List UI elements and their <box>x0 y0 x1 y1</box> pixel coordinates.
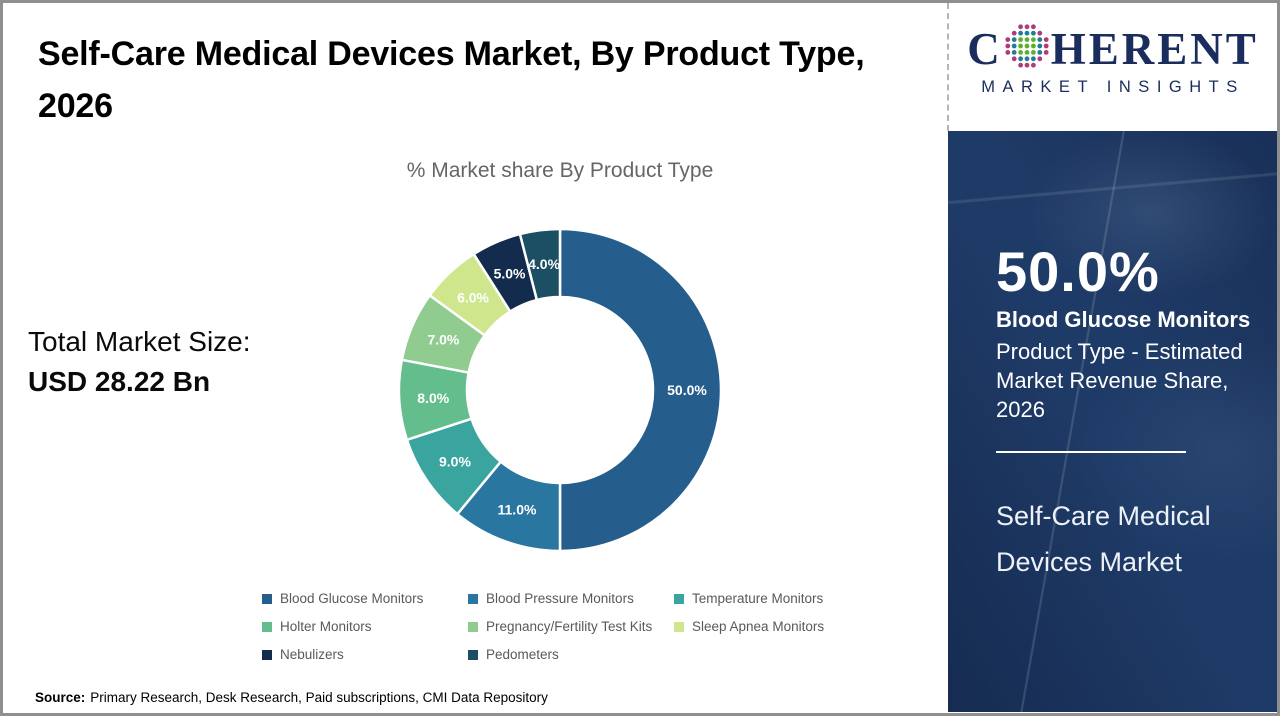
page-title: Self-Care Medical Devices Market, By Pro… <box>38 35 865 125</box>
legend-swatch <box>262 621 272 632</box>
legend-label: Sleep Apnea Monitors <box>692 619 825 634</box>
segment-label: 11.0% <box>498 501 537 517</box>
header-divider-dashed <box>947 3 949 131</box>
logo-letters-rest: HERENT <box>1050 24 1259 74</box>
chart-title: % Market share By Product Type <box>406 159 714 182</box>
donut-segment <box>518 227 562 302</box>
legend-item: Nebulizers <box>262 647 468 662</box>
legend-swatch <box>262 649 272 660</box>
total-market-block: Total Market Size: USD 28.22 Bn <box>28 322 251 402</box>
legend-swatch <box>468 593 478 604</box>
segment-label: 8.0% <box>417 390 449 406</box>
legend-item: Temperature Monitors <box>674 591 880 606</box>
source-label: Source: <box>35 690 86 705</box>
legend-swatch <box>468 621 478 632</box>
logo-letter-c: C <box>967 24 1003 74</box>
legend-item: Blood Pressure Monitors <box>468 591 674 606</box>
logo-globe-icon <box>1005 24 1049 68</box>
legend-label: Temperature Monitors <box>692 591 824 606</box>
brand-wordmark: C HERENT <box>952 20 1274 78</box>
donut-segment <box>558 227 723 553</box>
side-panel: 50.0% Blood Glucose Monitors Product Typ… <box>948 131 1277 712</box>
legend-swatch <box>468 649 478 660</box>
legend-item: Blood Glucose Monitors <box>262 591 468 606</box>
legend-swatch <box>674 621 684 632</box>
legend-item: Holter Monitors <box>262 619 468 634</box>
legend-label: Nebulizers <box>280 647 344 662</box>
logo-tagline: MARKET INSIGHTS <box>981 78 1245 96</box>
segment-label: 6.0% <box>457 289 489 305</box>
legend-label: Blood Pressure Monitors <box>486 591 634 606</box>
legend-item: Pedometers <box>468 647 674 662</box>
brand-logo: C HERENT MARKET INSIGHTS <box>952 20 1274 97</box>
donut-chart: 50.0% 11.0% 9.0% 8.0% 7.0% 6.0% 5.0%4.0% <box>397 227 723 553</box>
panel-divider <box>996 451 1186 453</box>
stat-title: Blood Glucose Monitors <box>996 307 1251 332</box>
source-text: Primary Research, Desk Research, Paid su… <box>90 690 548 705</box>
legend-item: Pregnancy/Fertility Test Kits <box>468 619 674 634</box>
chart-legend: Blood Glucose Monitors Blood Pressure Mon… <box>262 591 880 662</box>
stat-description: Product Type - Estimated Market Revenue … <box>996 339 1243 422</box>
market-name: Self-Care Medical Devices Market <box>996 501 1211 577</box>
segment-label: 50.0% <box>667 382 707 398</box>
legend-item: Sleep Apnea Monitors <box>674 619 880 634</box>
legend-label: Holter Monitors <box>280 619 372 634</box>
segment-label: 7.0% <box>427 332 459 348</box>
source-line: Source: Primary Research, Desk Research, … <box>35 690 548 705</box>
segment-label: 9.0% <box>439 453 471 469</box>
segment-label: 4.0% <box>528 256 560 272</box>
legend-swatch <box>674 593 684 604</box>
total-market-value: USD 28.22 Bn <box>28 366 211 397</box>
legend-swatch <box>262 593 272 604</box>
segment-label: 5.0% <box>494 265 526 281</box>
legend-label: Blood Glucose Monitors <box>280 591 424 606</box>
legend-label: Pregnancy/Fertility Test Kits <box>486 619 653 634</box>
stat-value: 50.0% <box>996 240 1160 303</box>
legend-label: Pedometers <box>486 647 559 662</box>
total-market-label: Total Market Size: <box>28 326 251 357</box>
